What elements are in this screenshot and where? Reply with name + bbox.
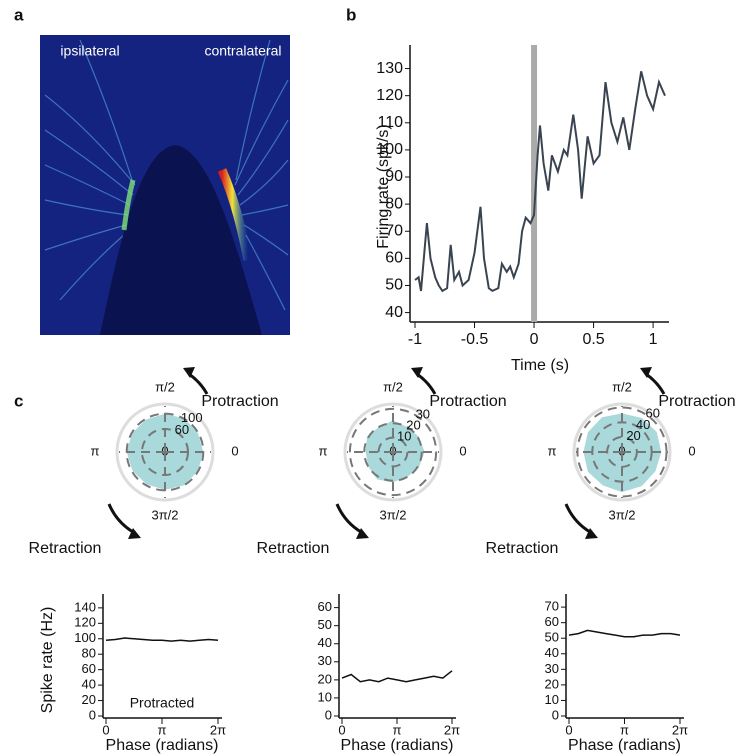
theta-tick-label: π/2 [612,379,632,394]
x-tick-label: π [620,722,629,737]
y-tick-label: 100 [74,630,96,645]
y-tick-label: 120 [74,615,96,630]
annotation: Protraction [429,393,506,410]
data-line [106,638,218,641]
theta-tick-label: 3π/2 [379,507,406,522]
annotation: Protraction [658,393,735,410]
y-tick-label: 40 [385,304,403,321]
y-tick-label: 60 [545,614,559,629]
y-tick-label: 30 [545,661,559,676]
x-tick-label: -0.5 [461,331,489,348]
r-tick-label: 100 [181,410,203,425]
theta-tick-label: π/2 [383,379,403,394]
y-tick-label: 140 [74,599,96,614]
panel-label: a [14,5,24,24]
data-line [569,630,680,636]
x-tick-label: 2π [210,722,226,737]
x-tick-label: 0 [102,722,109,737]
x-tick-label: 1 [649,331,658,348]
x-axis-label: Phase (radians) [106,737,219,754]
data-line [415,71,665,291]
retraction-arrow [109,504,133,532]
y-tick-label: 60 [385,250,403,267]
theta-tick-label: π/2 [155,379,175,394]
theta-tick-label: π [319,443,328,458]
x-tick-label: 2π [444,722,460,737]
y-axis-label: Firing rate (spk/s) [375,124,392,248]
x-tick-label: π [158,722,167,737]
x-tick-label: -1 [408,331,422,348]
theta-tick-label: π [548,443,557,458]
y-tick-label: 60 [318,599,332,614]
y-tick-label: 10 [545,692,559,707]
whisker-image: ipsilateral contralateral [40,35,290,335]
x-tick-label: π [393,722,402,737]
annotation: Protracted [130,695,195,711]
annotation: Retraction [486,540,559,557]
data-line [342,671,452,682]
y-tick-label: 0 [89,707,96,722]
y-tick-label: 0 [325,707,332,722]
figure: a b c ipsilateral contralateral 40506070… [0,0,742,756]
theta-tick-label: 0 [459,443,466,458]
image-label: ipsilateral [60,43,119,59]
x-axis-label: Phase (radians) [568,737,681,754]
y-tick-label: 20 [82,692,96,707]
theta-tick-label: 3π/2 [608,507,635,522]
annotation: Retraction [257,540,330,557]
y-tick-label: 0 [552,707,559,722]
image-label: contralateral [204,43,281,59]
retraction-arrow [566,504,590,532]
y-tick-label: 50 [545,630,559,645]
x-tick-label: 0 [338,722,345,737]
y-tick-label: 30 [318,653,332,668]
retraction-arrow [337,504,361,532]
protraction-arrow [646,374,664,394]
y-tick-label: 50 [318,617,332,632]
r-tick-label: 30 [416,406,430,421]
y-tick-label: 130 [376,60,403,77]
x-tick-label: 0 [530,331,539,348]
x-tick-label: 0 [565,722,572,737]
x-tick-label: 2π [672,722,688,737]
annotation: Retraction [29,540,102,557]
y-axis-label: Spike rate (Hz) [39,607,56,714]
y-tick-label: 20 [545,676,559,691]
theta-tick-label: 0 [688,443,695,458]
y-tick-label: 70 [545,599,559,614]
x-axis-label: Phase (radians) [341,737,454,754]
x-tick-label: 0.5 [582,331,604,348]
y-tick-label: 50 [385,277,403,294]
protraction-arrow [417,374,435,394]
protraction-arrow [189,374,207,394]
theta-tick-label: 0 [231,443,238,458]
theta-tick-label: 3π/2 [151,507,178,522]
y-tick-label: 40 [545,645,559,660]
y-tick-label: 120 [376,87,403,104]
panel-label: b [346,5,356,24]
y-tick-label: 80 [82,646,96,661]
annotation: Protraction [201,393,278,410]
y-tick-label: 40 [82,677,96,692]
y-tick-label: 60 [82,661,96,676]
y-tick-label: 40 [318,635,332,650]
y-tick-label: 10 [318,689,332,704]
panel-label: c [14,391,23,410]
x-axis-label: Time (s) [511,357,569,374]
theta-tick-label: π [91,443,100,458]
y-tick-label: 20 [318,671,332,686]
